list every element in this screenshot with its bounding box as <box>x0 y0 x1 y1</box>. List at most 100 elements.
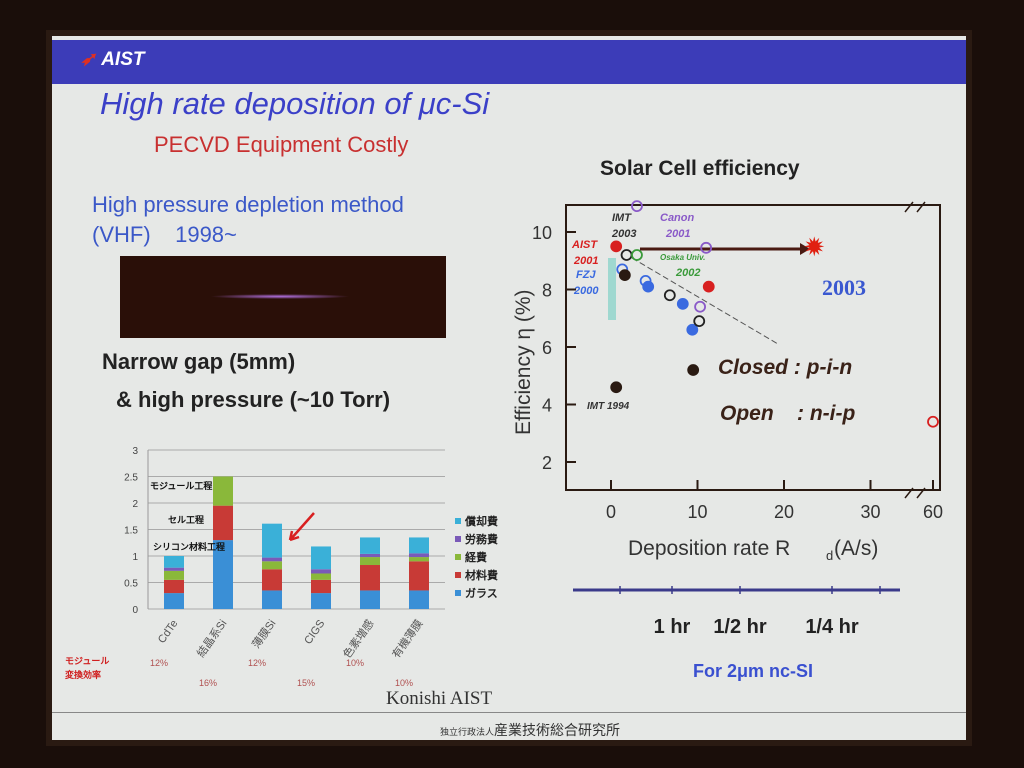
bar-segment <box>409 557 429 562</box>
bar-segment <box>164 593 184 609</box>
x-tick-label: CIGS <box>302 618 327 647</box>
bar-segment <box>311 573 331 580</box>
y-tick-label: 1.5 <box>124 526 138 537</box>
slide: ➶ AIST High rate deposition of μc-Si PEC… <box>46 30 972 746</box>
process-label: モジュール工程 <box>150 480 212 491</box>
legend-swatch <box>455 590 461 596</box>
bar-segment <box>311 579 331 594</box>
data-point <box>618 269 631 282</box>
bar-segment <box>360 557 380 566</box>
y-tick-label: 8 <box>542 281 552 301</box>
point-label: Osaka Univ. <box>660 253 705 262</box>
x-tick-label: 30 <box>860 502 880 522</box>
x-tick-label: 薄膜Si <box>249 617 279 651</box>
subtitle: PECVD Equipment Costly <box>154 132 409 157</box>
data-point <box>927 415 939 428</box>
footer-org: 独立行政法人産業技術総合研究所 <box>440 722 621 738</box>
bar-segment <box>262 590 282 609</box>
bar-segment <box>360 553 380 558</box>
method-line1: High pressure depletion method <box>92 192 404 217</box>
point-label: AIST <box>571 239 598 251</box>
x-tick-label: 色素増感 <box>340 617 377 661</box>
legend-label: ガラス <box>465 586 498 600</box>
x-tick-label: 結晶系Si <box>193 617 229 660</box>
point-label: 2000 <box>573 285 599 297</box>
star-point <box>804 236 825 257</box>
x-tick-label: CdTe <box>156 618 181 646</box>
efficiency-label: 15% <box>297 678 315 688</box>
legend-swatch <box>455 536 461 542</box>
time-label: 1 hr <box>654 616 691 638</box>
slide-title: High rate deposition of μc-Si <box>100 86 490 121</box>
data-point <box>631 249 643 261</box>
point-label: 2003 <box>611 228 636 240</box>
bar-segment <box>409 553 429 558</box>
data-point <box>610 381 623 394</box>
legend-swatch <box>455 554 461 560</box>
trend-arrow <box>631 257 779 345</box>
point-label: IMT 1994 <box>587 401 630 412</box>
data-point <box>610 240 623 253</box>
bar-segment <box>164 579 184 594</box>
time-label: 1/4 hr <box>805 616 859 638</box>
bar-segment <box>409 537 429 554</box>
efficiency-label: 10% <box>346 658 364 668</box>
header-bar: ➶ AIST <box>52 40 966 84</box>
bar-segment <box>311 569 331 574</box>
x-tick-label: 20 <box>774 502 794 522</box>
bar-segment <box>360 565 380 591</box>
legend-closed: Closed : p-i-n <box>718 356 852 379</box>
efficiency-label: 12% <box>150 658 168 668</box>
scatter-title: Solar Cell efficiency <box>600 157 800 180</box>
x-tick-label: 有機薄膜 <box>389 617 426 661</box>
bar-segment <box>360 590 380 609</box>
legend-label: 償却費 <box>464 514 498 528</box>
data-point <box>620 249 633 261</box>
point-label: IMT <box>612 212 632 224</box>
efficiency-label: 16% <box>199 678 217 688</box>
bar-segment <box>262 523 282 558</box>
bar-segment <box>409 590 429 609</box>
y-tick-label: 0 <box>132 605 138 616</box>
bar-segment <box>164 570 184 580</box>
x-axis-label-sub: d <box>826 548 833 563</box>
bar-segment <box>409 561 429 591</box>
x-tick-label: 60 <box>923 502 943 522</box>
y-tick-label: 3 <box>132 446 138 457</box>
gap-line1: Narrow gap (5mm) <box>102 349 296 374</box>
bar-segment <box>262 561 282 570</box>
efficiency-row-label: 変換効率 <box>65 669 101 680</box>
legend-swatch <box>455 572 461 578</box>
point-label: 2002 <box>675 267 700 279</box>
legend-open: Open : n-i-p <box>720 402 855 425</box>
bar-segment <box>164 567 184 571</box>
gap-line2: & high pressure (~10 Torr) <box>116 387 391 412</box>
y-tick-label: 0.5 <box>124 579 138 590</box>
data-point <box>687 364 700 376</box>
point-label: FZJ <box>576 269 596 281</box>
y-tick-label: 2.5 <box>124 473 138 484</box>
data-point <box>631 200 643 213</box>
data-point <box>694 300 706 313</box>
data-point <box>686 323 699 336</box>
legend-label: 経費 <box>465 550 487 564</box>
bar-segment <box>213 476 233 506</box>
time-caption: For 2μm nc-SI <box>693 661 813 681</box>
bar-segment <box>360 537 380 554</box>
bar-segment <box>213 505 233 541</box>
bar-segment <box>262 569 282 591</box>
y-tick-label: 6 <box>542 338 552 358</box>
footer-divider <box>52 712 966 713</box>
efficiency-label: 10% <box>395 678 413 688</box>
y-axis-label: Efficiency η (%) <box>512 290 535 436</box>
year-annotation: 2003 <box>822 275 866 300</box>
data-point <box>663 289 676 302</box>
red-arrow <box>288 512 315 542</box>
cyan-arrow <box>608 258 616 320</box>
credit: Konishi AIST <box>386 688 493 709</box>
method-line2: (VHF) 1998~ <box>92 222 237 247</box>
data-point <box>676 297 689 310</box>
data-point <box>693 315 706 328</box>
bar-segment <box>213 540 233 609</box>
